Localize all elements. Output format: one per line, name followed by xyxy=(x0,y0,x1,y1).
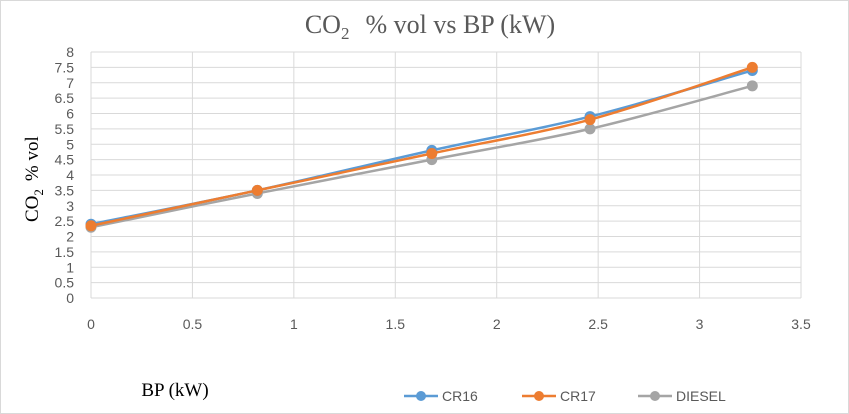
y-tick-label: 5.5 xyxy=(55,121,75,137)
y-tick-label: 3.5 xyxy=(55,182,75,198)
legend-swatch-marker xyxy=(650,391,660,401)
x-axis-label: BP (kW) xyxy=(141,380,208,401)
legend-swatch-marker xyxy=(416,391,426,401)
legend-item-cr17: CR17 xyxy=(522,388,596,404)
legend-label: CR17 xyxy=(560,388,596,404)
y-tick-label: 7.5 xyxy=(55,59,75,75)
y-tick-label: 3 xyxy=(66,198,74,214)
x-tick-label: 2 xyxy=(493,316,501,332)
series-layer xyxy=(85,61,758,233)
y-tick-label: 7 xyxy=(66,75,74,91)
y-axis-label: CO2% vol xyxy=(22,136,46,222)
data-point-cr17 xyxy=(584,114,596,126)
y-tick-label: 0.5 xyxy=(55,275,75,291)
data-point-cr17 xyxy=(251,184,263,196)
y-tick-label: 1 xyxy=(66,259,74,275)
x-tick-label: 1.5 xyxy=(386,316,406,332)
y-tick-label: 2 xyxy=(66,229,74,245)
y-tick-label: 1.5 xyxy=(55,244,75,260)
legend: CR16 CR17 DIESEL xyxy=(404,388,726,404)
x-tick-label: 1 xyxy=(290,316,298,332)
legend-label: CR16 xyxy=(442,388,478,404)
y-tick-label: 4.5 xyxy=(55,152,75,168)
y-tick-label: 6.5 xyxy=(55,90,75,106)
chart-title: CO2% vol vs BP (kW) xyxy=(305,10,555,43)
x-tick-label: 0.5 xyxy=(183,316,203,332)
data-point-diesel xyxy=(584,123,596,135)
data-point-cr17 xyxy=(426,147,438,159)
y-tick-label: 0 xyxy=(66,290,74,306)
y-tick-label: 2.5 xyxy=(55,213,75,229)
data-point-cr17 xyxy=(85,220,97,232)
x-tick-label: 3.5 xyxy=(791,316,811,332)
x-tick-label: 2.5 xyxy=(588,316,608,332)
gridlines xyxy=(90,51,802,299)
y-tick-label: 8 xyxy=(66,44,74,60)
y-tick-labels: 00.511.522.533.544.555.566.577.58 xyxy=(55,44,75,306)
series-cr17 xyxy=(85,61,758,232)
x-tick-label: 0 xyxy=(87,316,95,332)
y-tick-label: 5 xyxy=(66,136,74,152)
legend-label: DIESEL xyxy=(676,388,726,404)
x-tick-label: 3 xyxy=(696,316,704,332)
legend-item-diesel: DIESEL xyxy=(638,388,726,404)
x-tick-labels: 0 0.5 1 1.5 2 2.5 3 3.5 xyxy=(87,316,811,332)
legend-item-cr16: CR16 xyxy=(404,388,478,404)
data-point-cr17 xyxy=(746,61,758,73)
data-point-diesel xyxy=(746,80,758,92)
y-tick-label: 6 xyxy=(66,106,74,122)
legend-swatch-marker xyxy=(534,391,544,401)
y-tick-label: 4 xyxy=(66,167,74,183)
